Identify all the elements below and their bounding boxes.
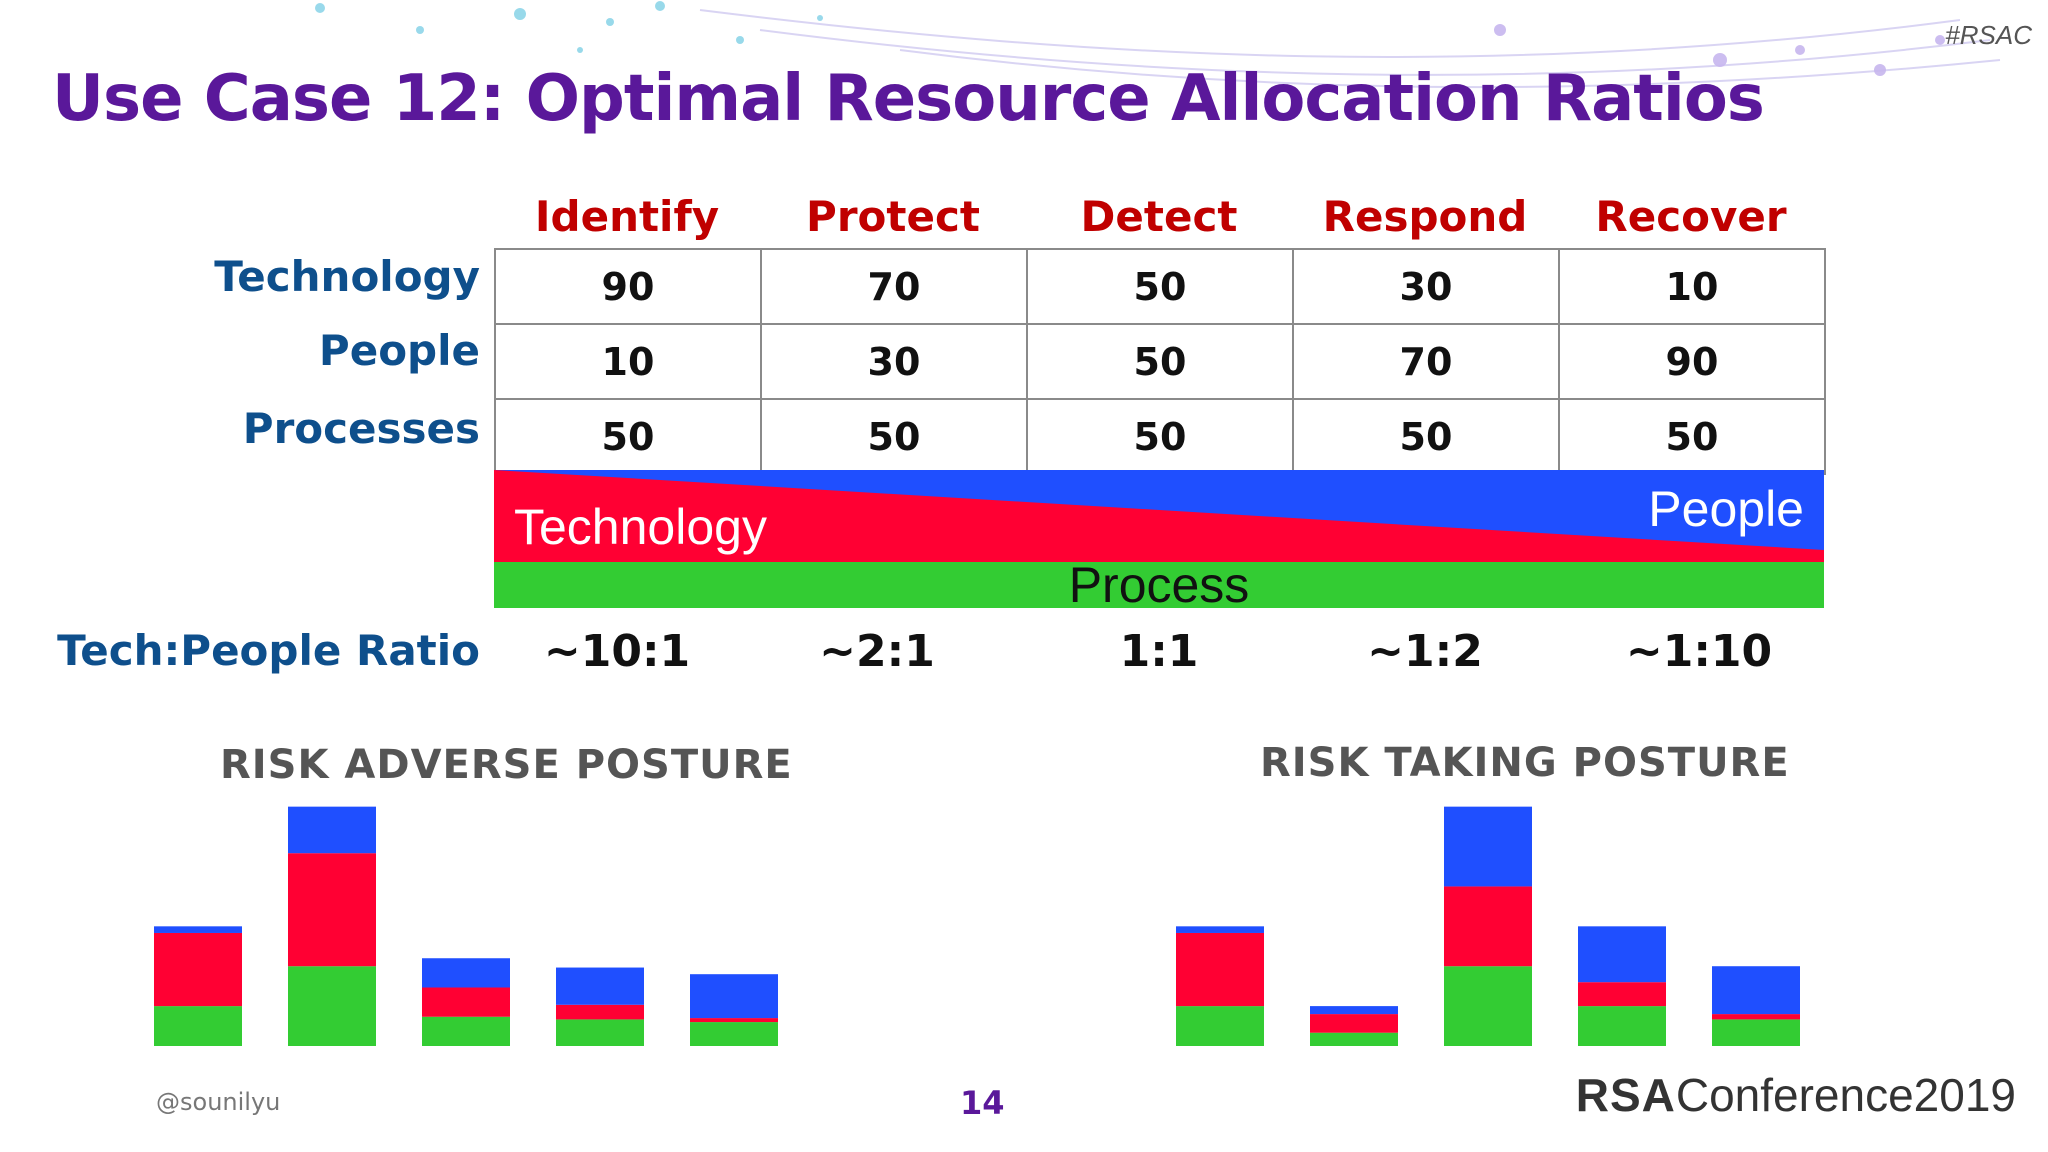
table-cell: 70 <box>760 248 1028 325</box>
band-people-label: People <box>1648 481 1804 537</box>
table-row: 90 70 50 30 10 <box>494 248 1826 325</box>
row-header-technology: Technology <box>214 252 480 301</box>
ratio-value: ~1:10 <box>1625 626 1773 677</box>
table-cell: 50 <box>1558 398 1826 475</box>
table-cell: 50 <box>494 398 762 475</box>
bar-segment-5-2 <box>690 1018 778 1023</box>
allocation-table: 90 70 50 30 10 10 30 50 70 90 50 50 50 5… <box>494 248 1826 475</box>
bar-segment-5-1 <box>1712 1019 1800 1046</box>
ratio-label: Tech:People Ratio <box>57 626 480 675</box>
bar-segment-4-2 <box>1578 982 1666 1007</box>
table-cell: 90 <box>494 248 762 325</box>
page-number: 14 <box>960 1084 1005 1122</box>
table-cell: 70 <box>1292 323 1560 400</box>
table-row: 10 30 50 70 90 <box>494 323 1826 400</box>
table-cell: 50 <box>1026 323 1294 400</box>
column-header-recover: Recover <box>1595 192 1787 241</box>
bar-segment-4-2 <box>556 1004 644 1020</box>
bar-segment-3-1 <box>422 1016 510 1046</box>
bar-segment-1-3 <box>154 926 242 933</box>
bar-segment-4-3 <box>556 967 644 1005</box>
row-header-people: People <box>318 326 480 375</box>
bar-segment-5-3 <box>690 974 778 1019</box>
column-header-identify: Identify <box>534 192 720 241</box>
bar-segment-2-2 <box>1310 1014 1398 1033</box>
table-cell: 90 <box>1558 323 1826 400</box>
bar-segment-3-3 <box>1444 806 1532 887</box>
hashtag: #RSAC <box>1945 20 2032 50</box>
bar-segment-5-1 <box>690 1022 778 1046</box>
bar-segment-3-3 <box>422 958 510 988</box>
bar-segment-3-1 <box>1444 966 1532 1046</box>
bar-segment-4-3 <box>1578 926 1666 983</box>
ratio-value: ~10:1 <box>543 626 691 677</box>
table-cell: 50 <box>1292 398 1560 475</box>
table-row: 50 50 50 50 50 <box>494 398 1826 475</box>
table-cell: 30 <box>1292 248 1560 325</box>
bar-segment-3-2 <box>422 987 510 1017</box>
bar-segment-1-1 <box>154 1006 242 1046</box>
bar-segment-2-1 <box>288 966 376 1046</box>
logo-rest: Conference2019 <box>1675 1069 2016 1121</box>
bar-segment-4-1 <box>556 1019 644 1046</box>
row-header-processes: Processes <box>242 404 480 453</box>
table-cell: 30 <box>760 323 1028 400</box>
bar-segment-1-2 <box>1176 932 1264 1007</box>
table-cell: 50 <box>1026 398 1294 475</box>
bar-segment-2-3 <box>1310 1006 1398 1015</box>
table-cell: 10 <box>494 323 762 400</box>
ratio-value: ~1:2 <box>1367 626 1483 677</box>
column-header-respond: Respond <box>1322 192 1528 241</box>
bar-segment-1-3 <box>1176 926 1264 933</box>
band-process-label: Process <box>1068 557 1250 613</box>
rsa-conference-logo: RSAConference2019 <box>1576 1068 2016 1122</box>
bar-segment-1-2 <box>154 932 242 1007</box>
bar-segment-5-2 <box>1712 1014 1800 1020</box>
table-cell: 50 <box>760 398 1028 475</box>
band-technology-label: Technology <box>514 499 767 555</box>
bar-segment-3-2 <box>1444 886 1532 967</box>
risk-taking-title: RISK TAKING POSTURE <box>1260 740 1790 786</box>
risk-adverse-title: RISK ADVERSE POSTURE <box>220 742 793 788</box>
table-cell: 50 <box>1026 248 1294 325</box>
allocation-band: Technology People Process <box>494 470 1824 613</box>
column-header-protect: Protect <box>806 192 980 241</box>
author-handle: @sounilyu <box>156 1088 281 1116</box>
allocation-band-graphic <box>494 470 1824 608</box>
risk-adverse-chart <box>154 806 778 1046</box>
table-cell: 10 <box>1558 248 1826 325</box>
process-area <box>494 562 1824 608</box>
technology-area <box>494 470 1824 562</box>
decorative-swoosh <box>315 1 2001 89</box>
risk-taking-chart <box>1176 806 1800 1046</box>
logo-strong: RSA <box>1575 1069 1676 1121</box>
slide-title: Use Case 12: Optimal Resource Allocation… <box>52 62 1765 136</box>
column-header-detect: Detect <box>1080 192 1238 241</box>
ratio-value: 1:1 <box>1119 626 1199 677</box>
bar-segment-1-1 <box>1176 1006 1264 1046</box>
bar-segment-2-2 <box>288 853 376 967</box>
ratio-value: ~2:1 <box>819 626 935 677</box>
bar-segment-2-3 <box>288 806 376 854</box>
bar-segment-2-1 <box>1310 1032 1398 1046</box>
bar-segment-4-1 <box>1578 1006 1666 1046</box>
bar-segment-5-3 <box>1712 966 1800 1015</box>
